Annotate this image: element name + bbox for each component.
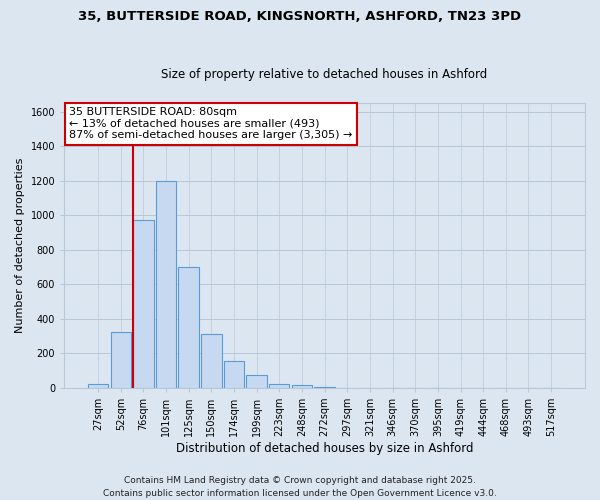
X-axis label: Distribution of detached houses by size in Ashford: Distribution of detached houses by size … <box>176 442 473 455</box>
Bar <box>88 384 108 388</box>
Bar <box>224 361 244 388</box>
Bar <box>110 332 131 388</box>
Bar <box>292 386 312 388</box>
Bar <box>178 267 199 388</box>
Text: 35 BUTTERSIDE ROAD: 80sqm
← 13% of detached houses are smaller (493)
87% of semi: 35 BUTTERSIDE ROAD: 80sqm ← 13% of detac… <box>70 108 353 140</box>
Bar <box>247 375 267 388</box>
Bar <box>156 180 176 388</box>
Bar <box>133 220 154 388</box>
Bar <box>314 387 335 388</box>
Text: Contains HM Land Registry data © Crown copyright and database right 2025.
Contai: Contains HM Land Registry data © Crown c… <box>103 476 497 498</box>
Bar <box>201 334 221 388</box>
Text: 35, BUTTERSIDE ROAD, KINGSNORTH, ASHFORD, TN23 3PD: 35, BUTTERSIDE ROAD, KINGSNORTH, ASHFORD… <box>79 10 521 23</box>
Title: Size of property relative to detached houses in Ashford: Size of property relative to detached ho… <box>161 68 488 81</box>
Y-axis label: Number of detached properties: Number of detached properties <box>15 158 25 333</box>
Bar <box>269 384 289 388</box>
